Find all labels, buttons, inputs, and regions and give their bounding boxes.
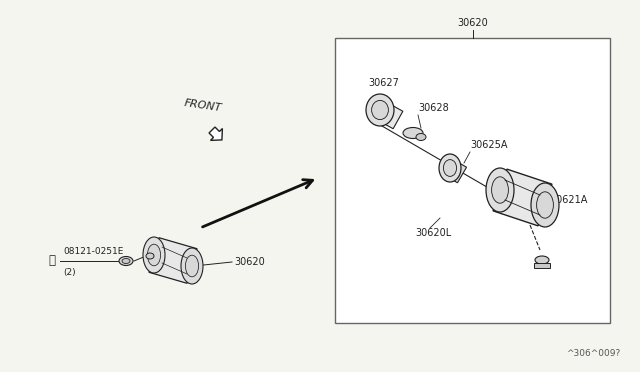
Ellipse shape: [372, 100, 388, 120]
Text: 30628: 30628: [418, 103, 449, 113]
Text: 30621A: 30621A: [550, 195, 588, 205]
Polygon shape: [149, 238, 197, 283]
Ellipse shape: [147, 244, 161, 266]
Ellipse shape: [146, 253, 154, 259]
Bar: [335, 38, 610, 323]
Ellipse shape: [122, 259, 130, 263]
Ellipse shape: [486, 168, 514, 212]
Text: 30627: 30627: [368, 78, 399, 88]
Ellipse shape: [536, 192, 554, 218]
Bar: [534, 263, 550, 268]
Polygon shape: [375, 101, 403, 129]
Ellipse shape: [535, 256, 549, 264]
Ellipse shape: [119, 257, 133, 266]
Ellipse shape: [492, 177, 508, 203]
Ellipse shape: [366, 94, 394, 126]
Polygon shape: [209, 127, 222, 140]
Ellipse shape: [143, 237, 165, 273]
Text: 08121-0251E: 08121-0251E: [63, 247, 124, 256]
Text: (2): (2): [63, 268, 76, 277]
Text: 30620: 30620: [234, 257, 265, 267]
Text: FRONT: FRONT: [183, 98, 222, 113]
Text: 30625A: 30625A: [470, 140, 508, 150]
Polygon shape: [445, 160, 467, 183]
Ellipse shape: [186, 255, 198, 277]
Ellipse shape: [416, 134, 426, 141]
Ellipse shape: [181, 248, 203, 284]
Text: Ⓑ: Ⓑ: [49, 254, 56, 267]
Text: ^306^009?: ^306^009?: [566, 349, 620, 358]
Text: 30620L: 30620L: [415, 228, 451, 238]
Ellipse shape: [439, 154, 461, 182]
Ellipse shape: [531, 183, 559, 227]
Text: 30620: 30620: [458, 18, 488, 28]
Ellipse shape: [444, 160, 456, 176]
Ellipse shape: [403, 128, 423, 138]
Polygon shape: [493, 169, 552, 226]
